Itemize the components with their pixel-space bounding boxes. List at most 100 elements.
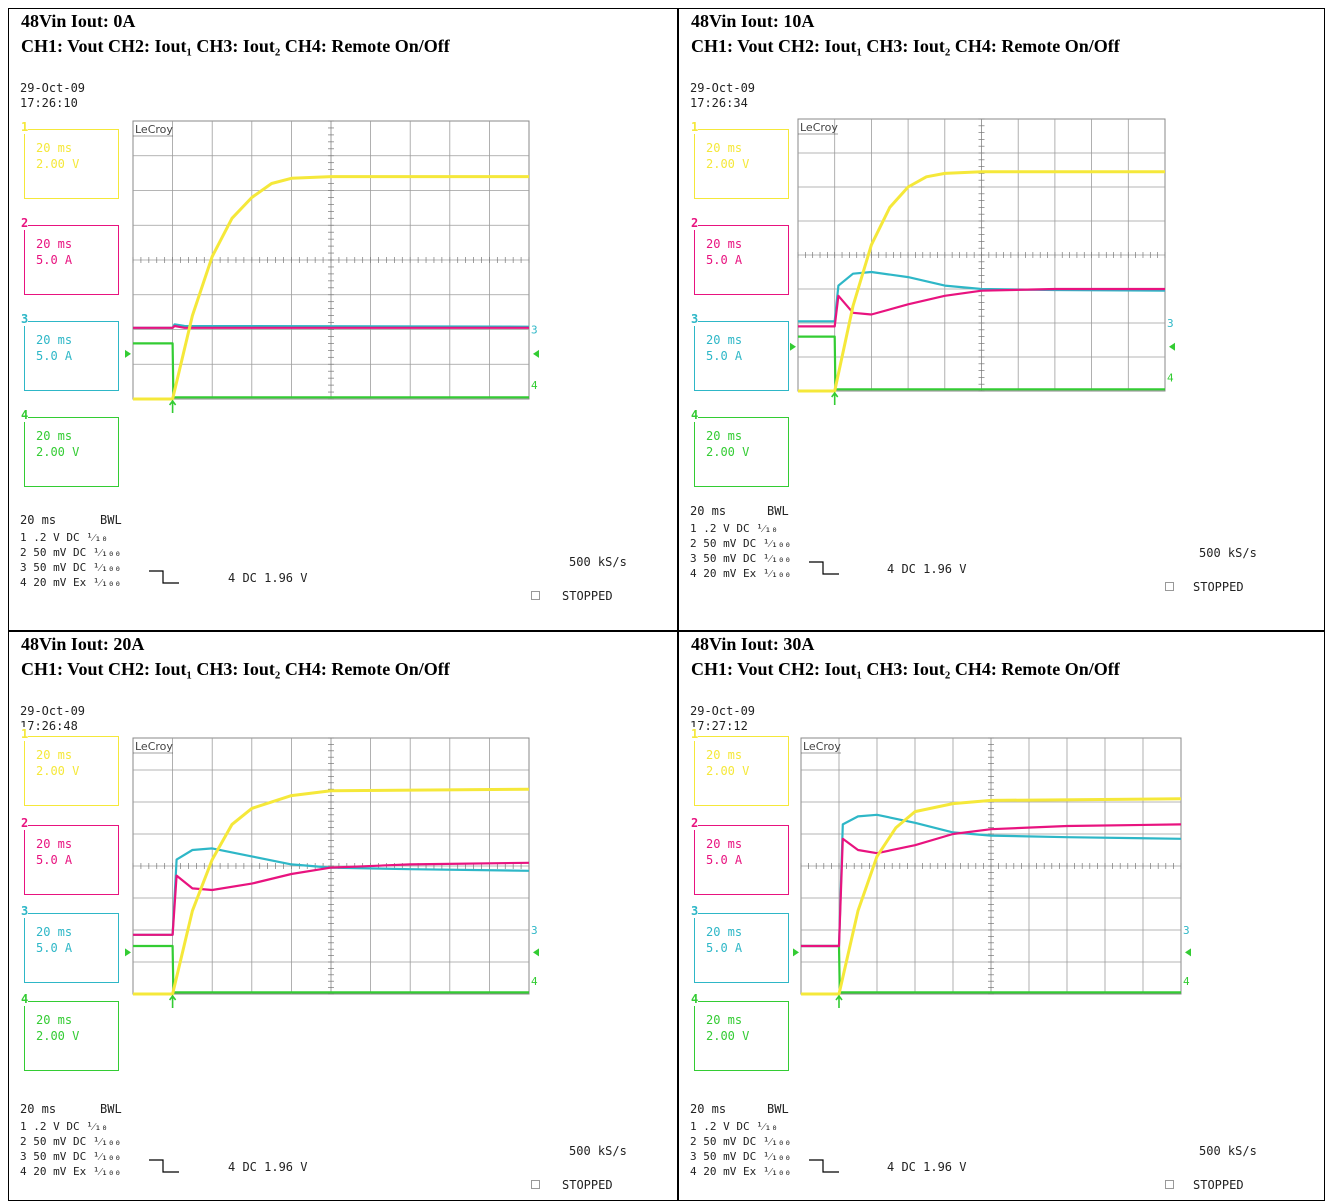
channel-number: 4: [21, 992, 29, 1007]
channel-number: 3: [21, 312, 29, 326]
waveform-ch4: [133, 944, 529, 994]
channel-scale: 2.00 V: [706, 1029, 750, 1044]
channel-timebase: 20 ms: [706, 1013, 743, 1028]
channel-2-box[interactable]: 2 20 ms 5.0 A: [21, 216, 119, 295]
waveform-plot: LeCroy 3 4: [790, 118, 1175, 405]
timebase-readout: 20 ms: [20, 513, 57, 527]
channel-number: 3: [21, 904, 29, 919]
channel-scale: 5.0 A: [36, 253, 73, 267]
channel-setting-row: 1 .2 V DC ¹⁄₁₀: [20, 531, 108, 544]
capture-date: 29-Oct-09: [20, 704, 86, 718]
channel-3-box[interactable]: 3 20 ms 5.0 A: [21, 904, 119, 984]
waveform-plot: LeCroy 3 4: [125, 120, 539, 413]
ch3-offset-marker: 3: [531, 324, 538, 337]
channel-timebase: 20 ms: [706, 141, 743, 155]
scope-screen: LeCroy 3 4: [125, 737, 539, 1008]
channel-number: 1: [691, 120, 699, 134]
trigger-level-marker: [1169, 342, 1175, 351]
channel-number: 1: [691, 727, 699, 742]
channel-setting-row: 4 20 mV Ex ¹⁄₁₀₀: [20, 576, 122, 589]
trigger-edge-path: [809, 1159, 839, 1173]
panel-title: 48Vin Iout: 20A: [21, 634, 145, 654]
waveform-ch1: [133, 175, 529, 401]
channel-number: 3: [691, 904, 699, 919]
channel-1-box[interactable]: 1 20 ms 2.00 V: [691, 120, 789, 199]
status-checkbox: [1165, 582, 1174, 591]
channel-2-box[interactable]: 2 20 ms 5.0 A: [21, 815, 119, 895]
channel-timebase: 20 ms: [706, 925, 743, 940]
channel-4-box[interactable]: 4 20 ms 2.00 V: [691, 992, 789, 1072]
waveform-ch4: [133, 342, 529, 399]
trigger-level-marker: [1185, 948, 1191, 957]
capture-date: 29-Oct-09: [690, 81, 756, 95]
trigger-position-marker: [168, 994, 177, 1008]
ch4-ground-marker: [125, 349, 131, 358]
status-checkbox: [531, 591, 540, 600]
trigger-level-marker: [533, 349, 539, 358]
channel-legend: CH1: Vout CH2: Iout₁ CH3: Iout₂ CH4: Rem…: [691, 36, 1120, 56]
channel-2-box[interactable]: 2 20 ms 5.0 A: [691, 815, 789, 895]
panel-title: 48Vin Iout: 0A: [21, 11, 136, 31]
timebase-readout: 20 ms: [690, 504, 727, 518]
channel-scale: 5.0 A: [706, 253, 743, 267]
scope-panel-2: 48Vin Iout: 10A CH1: Vout CH2: Iout₁ CH3:…: [678, 8, 1325, 631]
channel-number: 2: [691, 216, 699, 230]
trigger-level-marker: [533, 948, 539, 957]
scope-panel-3: 48Vin Iout: 20A CH1: Vout CH2: Iout₁ CH3:…: [8, 631, 678, 1201]
channel-setting-row: 1 .2 V DC ¹⁄₁₀: [690, 522, 778, 535]
scope-screen: LeCroy 3 4: [790, 118, 1175, 405]
sample-rate: 500 kS/s: [569, 555, 627, 569]
waveform-ch1: [133, 787, 530, 996]
channel-setting-row: 4 20 mV Ex ¹⁄₁₀₀: [690, 1165, 792, 1178]
channel-scale: 5.0 A: [36, 852, 73, 867]
trigger-readout: 4 DC 1.96 V: [228, 571, 308, 585]
trigger-edge-icon: [809, 561, 839, 575]
channel-4-box[interactable]: 4 20 ms 2.00 V: [691, 408, 789, 487]
channel-legend: CH1: Vout CH2: Iout₁ CH3: Iout₂ CH4: Rem…: [21, 36, 450, 56]
acquisition-status: STOPPED: [1193, 1178, 1244, 1192]
ch4-ground-marker: [793, 948, 799, 957]
channel-1-box[interactable]: 1 20 ms 2.00 V: [21, 727, 119, 807]
channel-scale: 2.00 V: [706, 764, 750, 779]
waveform-plot: LeCroy 3 4: [793, 737, 1191, 1008]
ch4-ground-marker: [790, 342, 796, 351]
channel-timebase: 20 ms: [706, 429, 743, 443]
channel-1-box[interactable]: 1 20 ms 2.00 V: [21, 120, 119, 199]
channel-3-box[interactable]: 3 20 ms 5.0 A: [691, 312, 789, 391]
channel-scale: 2.00 V: [36, 157, 80, 171]
channel-setting-row: 4 20 mV Ex ¹⁄₁₀₀: [690, 567, 792, 580]
channel-setting-row: 2 50 mV DC ¹⁄₁₀₀: [690, 1135, 792, 1148]
channel-number: 2: [691, 815, 699, 830]
timestamp: 29-Oct-09 17:26:10: [20, 81, 85, 111]
scope-screen: LeCroy 3 4: [125, 120, 539, 413]
channel-4-box[interactable]: 4 20 ms 2.00 V: [21, 992, 119, 1072]
channel-2-box[interactable]: 2 20 ms 5.0 A: [691, 216, 789, 295]
capture-date: 29-Oct-09: [20, 81, 86, 95]
waveform-plot: LeCroy 3 4: [125, 737, 539, 1008]
channel-number: 2: [21, 815, 29, 830]
capture-time: 17:26:10: [20, 96, 78, 110]
channel-scale: 5.0 A: [36, 349, 73, 363]
ch4-offset-marker: 4: [531, 975, 538, 988]
channel-3-box[interactable]: 3 20 ms 5.0 A: [691, 904, 789, 984]
channel-timebase: 20 ms: [706, 237, 743, 251]
trigger-position-marker: [835, 994, 843, 1008]
timebase-readout: 20 ms: [690, 1102, 727, 1116]
trigger-edge-icon: [149, 1159, 179, 1173]
channel-1-box[interactable]: 1 20 ms 2.00 V: [691, 727, 789, 807]
scope-panel-1: 48Vin Iout: 0A CH1: Vout CH2: Iout₁ CH3: …: [8, 8, 678, 631]
channel-3-box[interactable]: 3 20 ms 5.0 A: [21, 312, 119, 391]
waveform-ch2: [798, 287, 1165, 328]
trigger-position-marker: [831, 391, 839, 405]
channel-scale: 2.00 V: [706, 157, 750, 171]
channel-number: 4: [21, 408, 29, 422]
brand-label: LeCroy: [800, 121, 838, 134]
scope-panel-4: 48Vin Iout: 30A CH1: Vout CH2: Iout₁ CH3:…: [678, 631, 1325, 1201]
channel-4-box[interactable]: 4 20 ms 2.00 V: [21, 408, 119, 487]
channel-timebase: 20 ms: [36, 429, 73, 443]
waveform-ch2: [133, 324, 529, 329]
acquisition-status: STOPPED: [562, 1178, 613, 1192]
status-checkbox: [1165, 1180, 1174, 1189]
acquisition-status: STOPPED: [562, 589, 613, 603]
brand-label: LeCroy: [135, 740, 173, 753]
